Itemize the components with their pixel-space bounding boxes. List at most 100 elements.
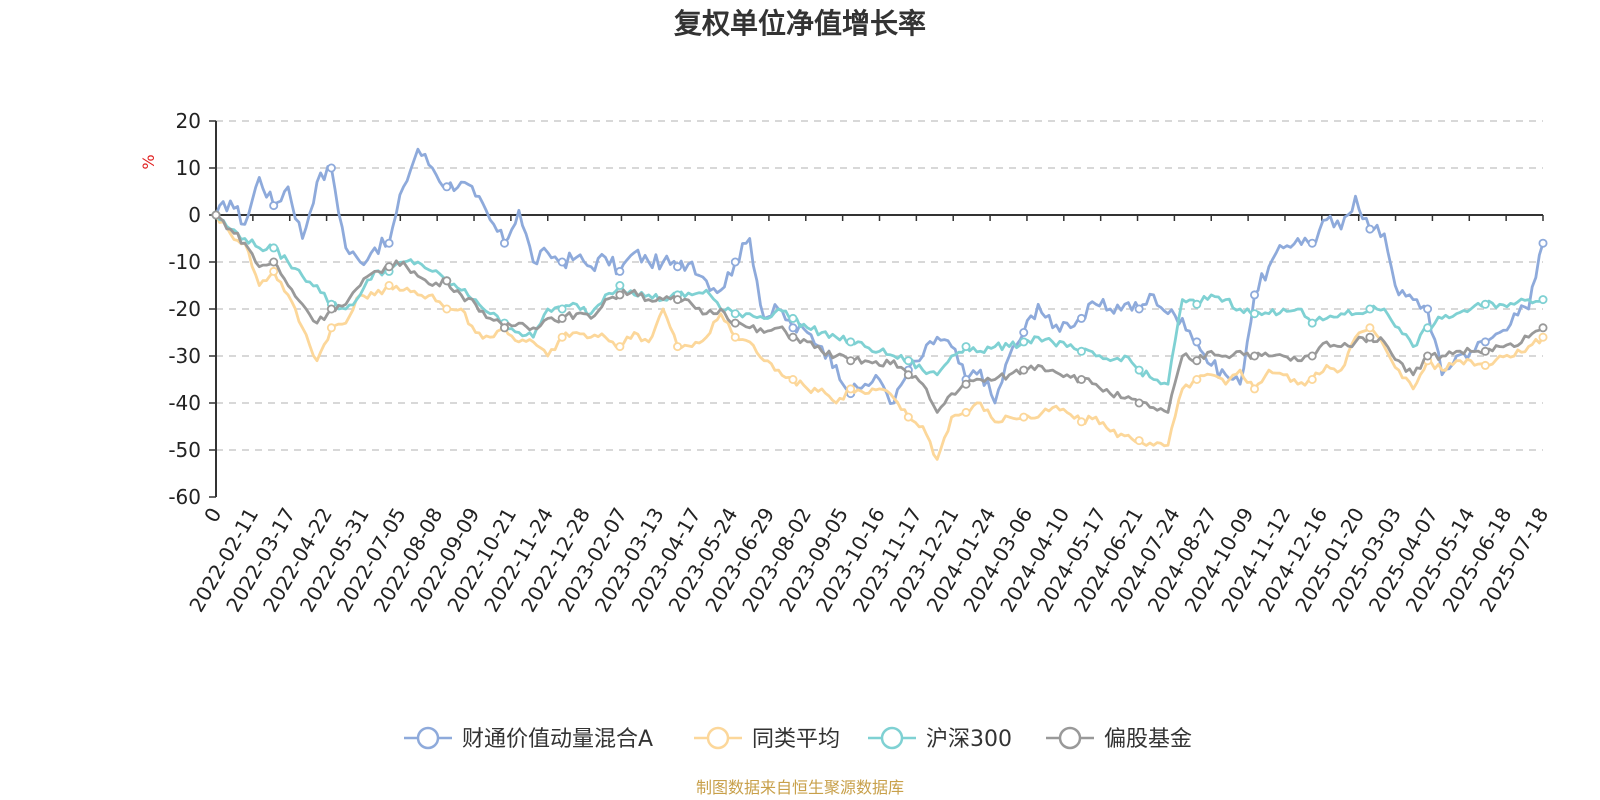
series-point [730, 257, 740, 267]
series-point [1423, 351, 1433, 361]
series-point [269, 257, 279, 267]
series-lines [211, 147, 1548, 461]
series-point [326, 323, 336, 333]
series-point [326, 304, 336, 314]
series-point [1134, 365, 1144, 375]
series-point [1192, 374, 1202, 384]
y-tick-label: 10 [176, 156, 201, 180]
series-line [214, 214, 1545, 461]
series-line [214, 147, 1545, 405]
series-point [557, 332, 567, 342]
series-point [1480, 337, 1490, 347]
series-point [1423, 304, 1433, 314]
series-point [1480, 299, 1490, 309]
legend-label: 偏股基金 [1104, 727, 1192, 752]
y-tick-label: -60 [168, 485, 201, 509]
series-line [214, 214, 1544, 386]
series-point [730, 309, 740, 319]
y-tick-label: -40 [168, 391, 201, 415]
series-point [557, 304, 567, 314]
series-point [1538, 323, 1548, 333]
series-point [557, 257, 567, 267]
series-point [903, 356, 913, 366]
series-point [384, 262, 394, 272]
x-tick-label: 0 [199, 504, 226, 527]
legend-label: 沪深300 [926, 727, 1012, 752]
series-point [615, 280, 625, 290]
series-point [326, 163, 336, 173]
series-point [1307, 238, 1317, 248]
series-point [269, 243, 279, 253]
series-point [499, 323, 509, 333]
series-point [211, 210, 221, 220]
series-point [1480, 346, 1490, 356]
legend-circle-icon [880, 726, 904, 750]
legend-item[interactable]: 沪深300 [868, 726, 1012, 752]
series-point [961, 379, 971, 389]
series-line [215, 213, 1544, 414]
series-point [1076, 417, 1086, 427]
series-point [1019, 412, 1029, 422]
grid-lines [216, 120, 1543, 451]
axes [209, 120, 1544, 498]
series-point [1250, 351, 1260, 361]
series-point [846, 384, 856, 394]
series-point [1365, 332, 1375, 342]
series-point [673, 342, 683, 352]
legend-item[interactable]: 同类平均 [694, 726, 840, 752]
series-point [1134, 436, 1144, 446]
series-point [1192, 337, 1202, 347]
series-point [1192, 356, 1202, 366]
series-point [1192, 299, 1202, 309]
series-point [1538, 238, 1548, 248]
series-point [673, 262, 683, 272]
series-point [269, 266, 279, 276]
series-point [269, 201, 279, 211]
series-point [384, 280, 394, 290]
series-point [673, 295, 683, 305]
y-tick-label: 20 [176, 109, 201, 133]
series-point [1134, 398, 1144, 408]
series-point [1250, 384, 1260, 394]
series-point [1307, 318, 1317, 328]
series-point [788, 374, 798, 384]
series-point [846, 356, 856, 366]
series-point [903, 412, 913, 422]
legend-circle-icon [706, 726, 730, 750]
series-point [1480, 360, 1490, 370]
series-point [1307, 374, 1317, 384]
legend-circle-icon [416, 726, 440, 750]
series-point [961, 342, 971, 352]
y-tick-label: -50 [168, 438, 201, 462]
series-point [788, 332, 798, 342]
legend-item[interactable]: 财通价值动量混合A [404, 726, 653, 752]
series-point [442, 276, 452, 286]
legend-label: 财通价值动量混合A [462, 727, 653, 752]
series-point [961, 407, 971, 417]
series-point [1365, 224, 1375, 234]
series-point [1134, 304, 1144, 314]
series-point [1365, 323, 1375, 333]
y-tick-label: -20 [168, 297, 201, 321]
series-point [1076, 346, 1086, 356]
y-tick-label: -30 [168, 344, 201, 368]
y-tick-label: 0 [188, 203, 201, 227]
series-point [730, 332, 740, 342]
series-point [1365, 304, 1375, 314]
series-point [730, 318, 740, 328]
legend[interactable]: 财通价值动量混合A 同类平均 沪深300 偏股基金 [404, 726, 1192, 752]
series-point [903, 370, 913, 380]
series-point [1538, 332, 1548, 342]
series-point [1250, 290, 1260, 300]
y-tick-label: -10 [168, 250, 201, 274]
series-point [1019, 337, 1029, 347]
chart-title: 复权单位净值增长率 [674, 7, 926, 40]
legend-circle-icon [1058, 726, 1082, 750]
series-point [1538, 295, 1548, 305]
series-point [1019, 365, 1029, 375]
series-point [1076, 374, 1086, 384]
series-point [615, 342, 625, 352]
legend-item[interactable]: 偏股基金 [1046, 726, 1192, 752]
series-point [442, 182, 452, 192]
